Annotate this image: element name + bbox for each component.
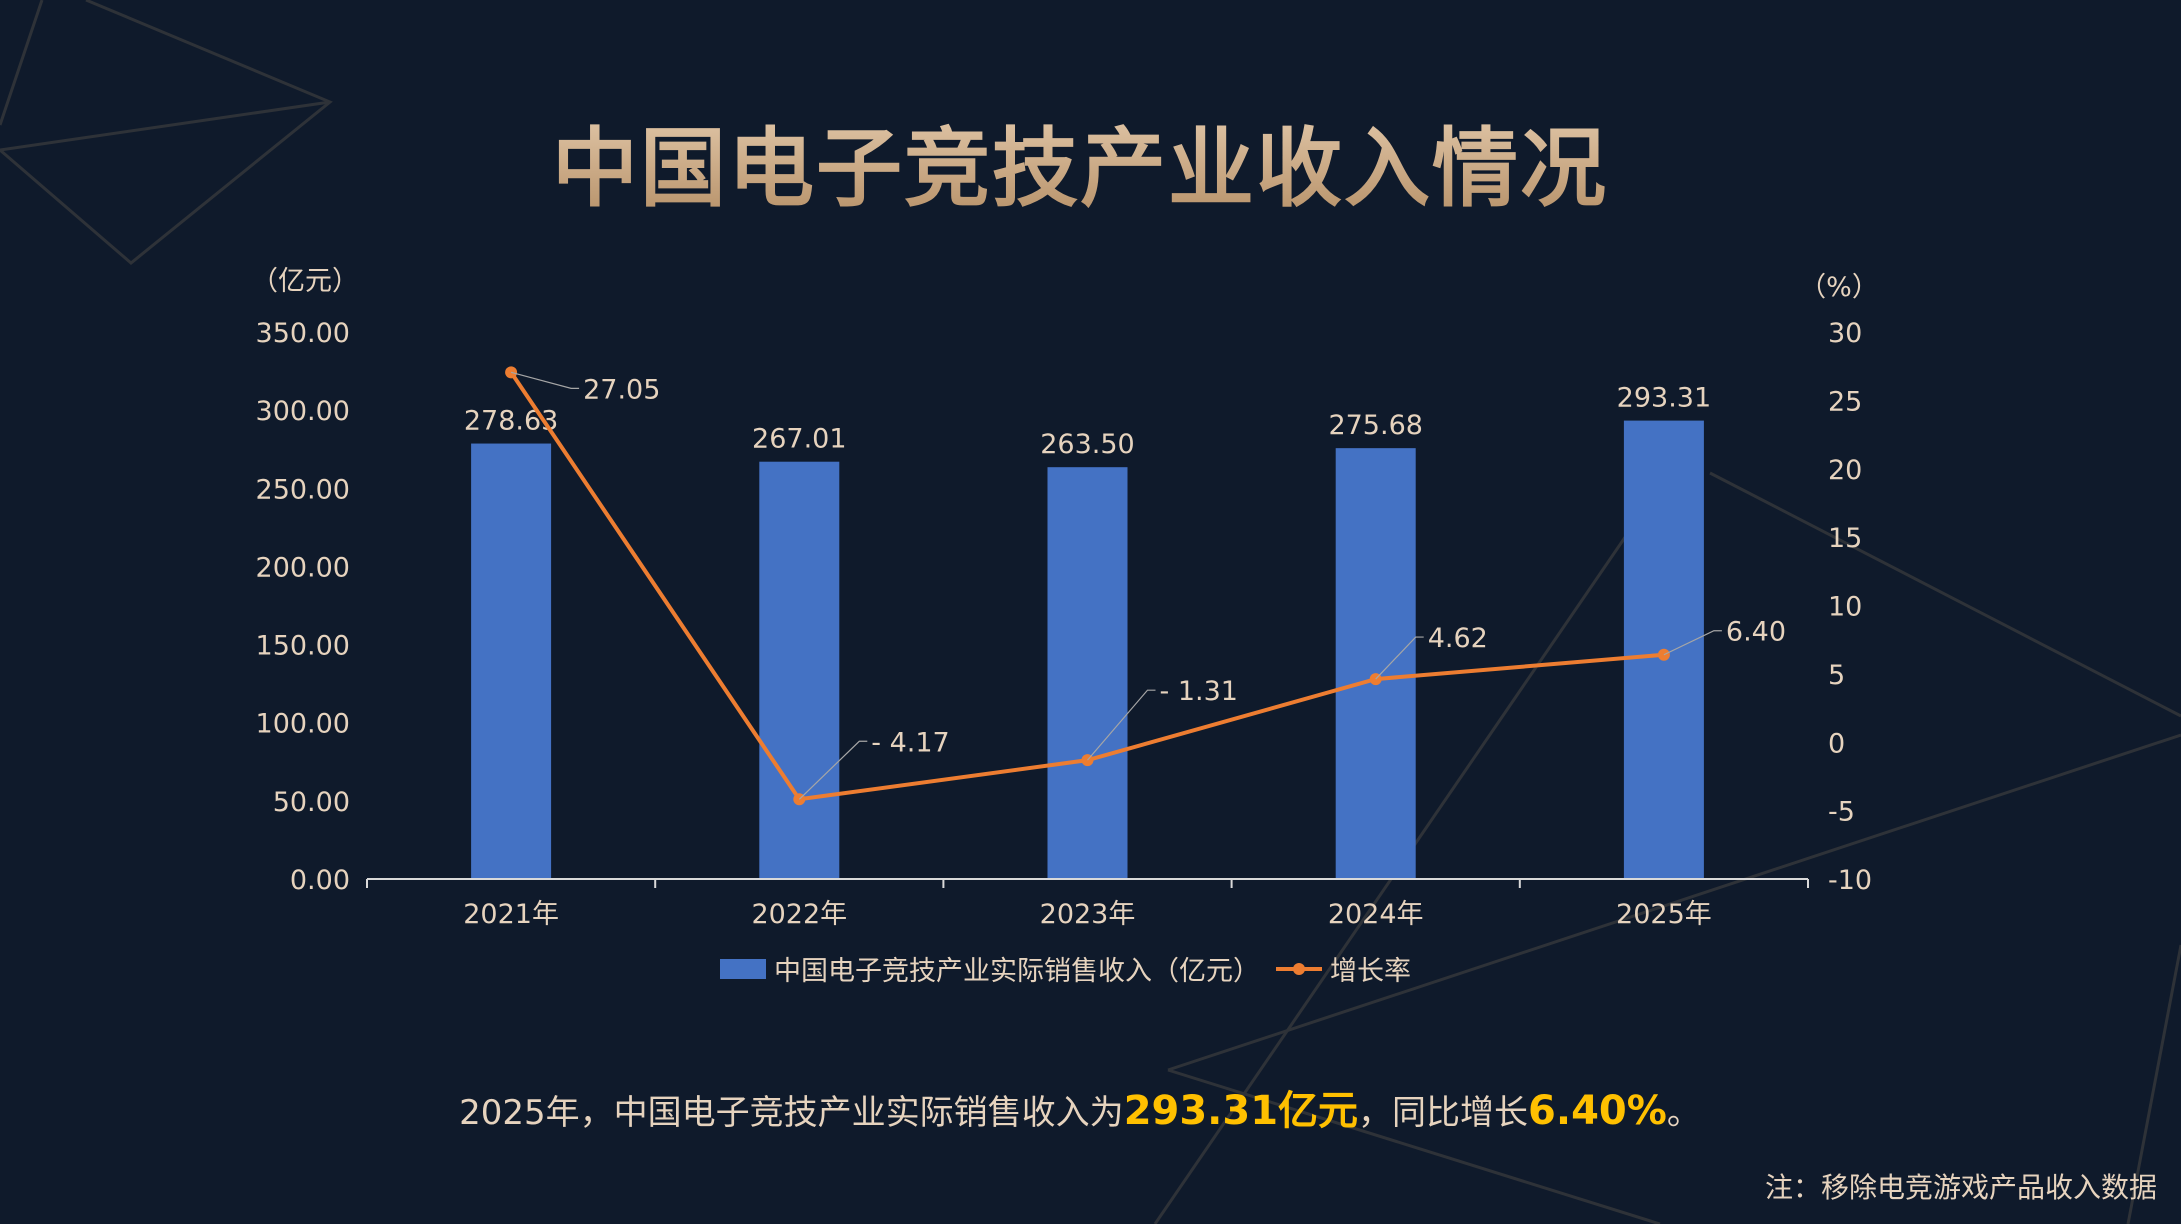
y-right-tick-label: -10: [1828, 865, 1872, 896]
growth-data-label: - 1.31: [1160, 676, 1238, 707]
summary-prefix: 2025年，中国电子竞技产业实际销售收入为: [459, 1093, 1124, 1133]
y-left-tick-label: 250.00: [256, 474, 350, 505]
summary-middle: ，同比增长: [1358, 1093, 1529, 1133]
y-right-tick-label: 20: [1828, 455, 1862, 486]
leader-line: [1663, 630, 1722, 656]
y-left-tick-label: 100.00: [256, 709, 350, 740]
bar-data-label: 267.01: [752, 424, 846, 455]
summary-text: 2025年，中国电子竞技产业实际销售收入为293.31亿元，同比增长6.40%。: [0, 1078, 2160, 1136]
growth-data-label: 4.62: [1428, 623, 1488, 654]
y-left-title: （亿元）: [251, 266, 359, 297]
summary-growth: 6.40%: [1528, 1088, 1667, 1134]
x-tick-label: 2023年: [1040, 899, 1136, 930]
y-right-tick-label: 0: [1828, 728, 1845, 759]
bar: [1335, 448, 1416, 879]
bar-data-label: 263.50: [1040, 429, 1134, 460]
summary-suffix: 。: [1666, 1093, 1701, 1133]
y-right-tick-label: 25: [1828, 386, 1862, 417]
y-left-tick-label: 350.00: [256, 318, 350, 349]
y-left-tick-label: 50.00: [273, 787, 350, 818]
bar: [1047, 467, 1128, 879]
bar-data-label: 275.68: [1328, 410, 1422, 441]
growth-point: [505, 366, 518, 379]
summary-revenue: 293.31亿元: [1123, 1088, 1359, 1134]
leader-line: [1375, 636, 1424, 680]
leader-line: [1087, 689, 1156, 761]
legend-bar-swatch: [720, 959, 766, 979]
y-right-title: （%）: [1799, 272, 1879, 303]
bar: [759, 461, 840, 879]
growth-data-label: 6.40: [1726, 617, 1786, 648]
legend-line-marker: [1293, 963, 1305, 975]
leader-line: [798, 740, 868, 800]
y-left-tick-label: 0.00: [290, 865, 350, 896]
y-left-tick-label: 150.00: [256, 631, 350, 662]
leader-line: [510, 371, 580, 389]
bar: [471, 443, 552, 879]
x-tick-label: 2021年: [463, 899, 559, 930]
x-tick-label: 2024年: [1328, 899, 1424, 930]
x-tick-label: 2025年: [1616, 899, 1712, 930]
y-right-tick-label: 10: [1828, 592, 1862, 623]
y-right-tick-label: -5: [1828, 797, 1855, 828]
y-right-tick-label: 5: [1828, 660, 1845, 691]
y-left-tick-label: 200.00: [256, 552, 350, 583]
bar-data-label: 293.31: [1617, 383, 1711, 414]
growth-data-label: - 4.17: [871, 727, 949, 758]
legend-line-label: 增长率: [1330, 956, 1411, 987]
footnote: 注：移除电竞游戏产品收入数据: [1764, 1171, 2157, 1204]
x-tick-label: 2022年: [751, 899, 847, 930]
y-right-tick-label: 30: [1828, 318, 1862, 349]
y-left-tick-label: 300.00: [256, 396, 350, 427]
page-title: 中国电子竞技产业收入情况: [0, 98, 2160, 223]
legend-bar-label: 中国电子竞技产业实际销售收入（亿元）: [774, 956, 1260, 987]
growth-data-label: 27.05: [583, 374, 660, 405]
y-right-tick-label: 15: [1828, 523, 1862, 554]
